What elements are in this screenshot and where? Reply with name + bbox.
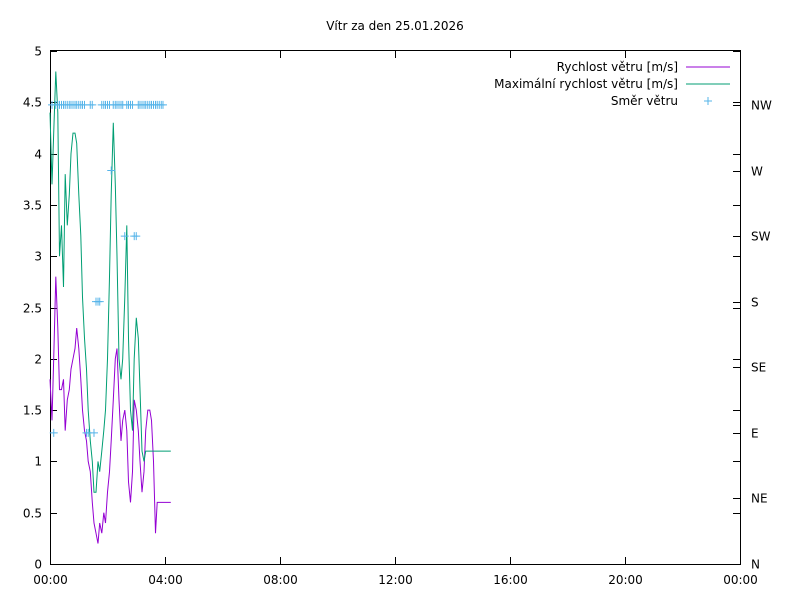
direction-point xyxy=(107,166,116,175)
direction-point xyxy=(88,100,97,109)
y-tick-label: 0 xyxy=(34,558,42,572)
y2-tick-label: N xyxy=(751,558,760,572)
x-tick-label: 16:00 xyxy=(493,573,528,587)
y2-tick-label: S xyxy=(751,296,759,310)
x-tick-label: 08:00 xyxy=(263,573,298,587)
legend-label: Maximální rychlost větru [m/s] xyxy=(494,77,678,91)
y-tick-label: 4.5 xyxy=(23,96,42,110)
x-tick-label: 00:00 xyxy=(723,573,758,587)
x-tick-label: 20:00 xyxy=(608,573,643,587)
y2-tick-label: NE xyxy=(751,492,768,506)
direction-point xyxy=(49,428,58,437)
y2-tick-label: SW xyxy=(751,230,771,244)
y-tick-label: 0.5 xyxy=(23,507,42,521)
y-tick-label: 4 xyxy=(34,148,42,162)
legend-label: Směr větru xyxy=(611,94,678,108)
plot-frame xyxy=(50,50,741,565)
series-layer xyxy=(48,71,171,544)
y-tick-label: 2.5 xyxy=(23,302,42,316)
y-tick-label: 3 xyxy=(34,250,42,264)
x-tick-label: 12:00 xyxy=(378,573,413,587)
wind-speed-line xyxy=(49,276,171,544)
y-tick-label: 1.5 xyxy=(23,404,42,418)
direction-point xyxy=(132,232,141,241)
y2-tick-label: SE xyxy=(751,361,766,375)
max-wind-speed-line xyxy=(49,71,171,493)
direction-point xyxy=(158,100,167,109)
legend-swatch xyxy=(704,97,712,105)
x-tick-label: 04:00 xyxy=(148,573,183,587)
y-tick-label: 1 xyxy=(34,455,42,469)
axes: 0 0.5 1 1.5 2 2.5 3 3.5 4 4.5 5 00:00 04:00 08:00 12:0… xyxy=(23,45,772,588)
chart-title: Vítr za den 25.01.2026 xyxy=(326,19,464,33)
y-tick-label: 3.5 xyxy=(23,199,42,213)
y-tick-label: 2 xyxy=(34,353,42,367)
x-tick-label: 00:00 xyxy=(33,573,68,587)
y-tick-label: 5 xyxy=(34,45,42,59)
direction-point xyxy=(95,297,104,306)
y2-tick-label: E xyxy=(751,427,759,441)
direction-point xyxy=(89,428,98,437)
y2-tick-label: W xyxy=(751,165,763,179)
legend-label: Rychlost větru [m/s] xyxy=(557,60,678,74)
y2-tick-label: NW xyxy=(751,99,772,113)
legend: Rychlost větru [m/s] Maximální rychlost v… xyxy=(494,60,730,108)
direction-point xyxy=(120,232,129,241)
